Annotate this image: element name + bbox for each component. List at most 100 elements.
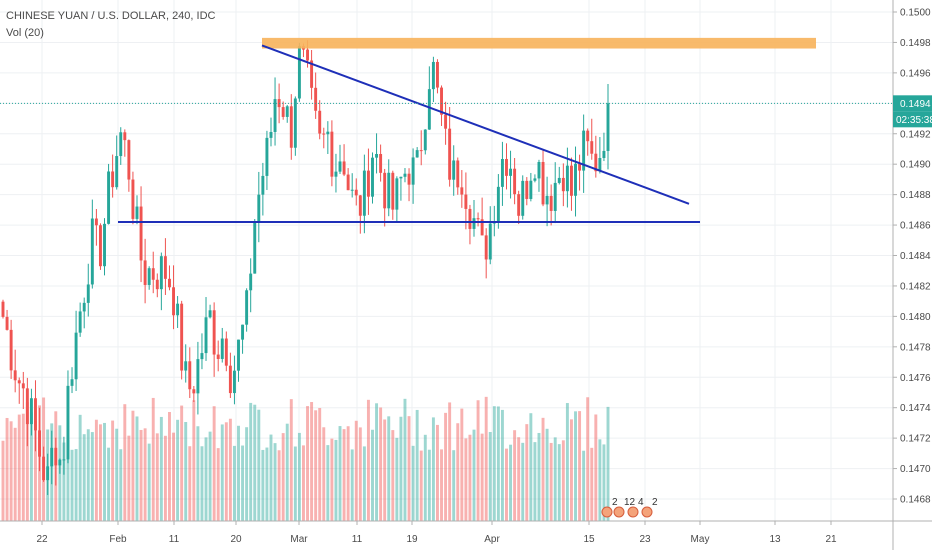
candle-body (375, 154, 379, 158)
volume-bar (285, 423, 289, 521)
candle-body (245, 290, 249, 325)
candle-body (38, 430, 42, 457)
volume-bar (184, 422, 188, 521)
volume-bar (212, 406, 216, 521)
volume-bar (594, 414, 598, 521)
x-tick-label: May (691, 534, 710, 545)
y-tick-label: 0.1488 (900, 190, 931, 201)
x-tick-label: 11 (169, 534, 180, 545)
candle-body (431, 61, 435, 90)
volume-bar (86, 429, 90, 521)
candle-body (46, 466, 50, 481)
candle-body (537, 161, 541, 179)
candle-body (50, 447, 54, 467)
economic-event-icon (641, 506, 653, 518)
candle-body (13, 370, 17, 381)
candle-body (54, 447, 58, 466)
volume-bar (1, 440, 5, 521)
volume-bar (119, 449, 123, 521)
y-tick-label: 0.1486 (900, 221, 931, 232)
candle-body (464, 194, 468, 209)
candle-body (436, 61, 439, 88)
candle-body (159, 256, 163, 290)
candle-body (590, 141, 594, 154)
candlesticks (1, 40, 610, 496)
volume-bar (306, 406, 309, 521)
candle-body (224, 338, 228, 366)
candle-body (500, 158, 504, 187)
volume-bar (464, 438, 468, 521)
candle-body (533, 178, 537, 181)
volume-bar (350, 449, 354, 521)
volume-bar (216, 448, 220, 521)
candle-body (74, 332, 78, 380)
volume-bar (245, 427, 249, 521)
candle-body (29, 398, 33, 425)
y-tick-label: 0.1476 (900, 373, 931, 384)
candle-body (362, 170, 366, 216)
volume-bar (9, 421, 13, 521)
y-tick-label: 0.1498 (900, 38, 931, 49)
candle-body (289, 106, 293, 148)
volume-bar (379, 407, 383, 521)
volume-bar (561, 440, 565, 521)
candle-body (387, 172, 391, 209)
candle-body (86, 284, 90, 303)
y-tick-label: 0.1482 (900, 281, 931, 292)
volume-bar (375, 403, 379, 521)
volume-bar (460, 408, 464, 521)
x-tick-label: 22 (36, 534, 48, 545)
y-tick-label: 0.1470 (900, 464, 931, 475)
candle-body (505, 158, 508, 176)
candle-body (407, 173, 411, 185)
candle-body (350, 189, 354, 191)
volume-bar (427, 449, 431, 521)
volume-bar (334, 439, 338, 521)
candle-body (330, 131, 334, 177)
volume-bar (456, 423, 460, 521)
volume-bar (574, 411, 577, 521)
candle-body (334, 171, 338, 177)
candle-body (525, 180, 529, 199)
volume-bar (277, 450, 281, 521)
volume-bar (586, 397, 590, 521)
volume-bar (606, 406, 610, 521)
y-tick-label: 0.1484 (900, 251, 931, 262)
volume-bar (208, 431, 212, 521)
candle-body (496, 186, 500, 222)
volume-bar (314, 410, 318, 521)
volume-bar (521, 442, 525, 521)
candle-body (366, 170, 370, 197)
volume-bar (253, 404, 257, 521)
candle-body (338, 161, 342, 172)
candle-body (293, 98, 297, 148)
volume-bar (387, 416, 391, 521)
y-tick-label: 0.1472 (900, 434, 931, 445)
volume-bar (62, 442, 66, 521)
y-tick-label: 0.1500 (900, 8, 931, 19)
volume-bar (476, 400, 480, 521)
volume-bar (232, 445, 236, 521)
volume-bar (513, 430, 517, 521)
volume-bar (330, 438, 334, 521)
volume-bar (151, 397, 155, 521)
volume-bar (17, 414, 21, 521)
candle-body (196, 359, 200, 394)
volume-bar (265, 447, 269, 521)
x-tick-label: 21 (825, 534, 837, 545)
volume-bar (94, 419, 98, 521)
volume-bar (557, 444, 561, 521)
volume-bar (29, 412, 33, 521)
candle-body (78, 311, 82, 333)
candle-body (310, 60, 314, 88)
volume-bar (537, 432, 541, 521)
volume-bar (541, 417, 545, 521)
volume-bar (172, 432, 175, 521)
candle-body (326, 131, 330, 135)
volume-bar (492, 406, 496, 521)
economic-event-icon (613, 506, 625, 518)
candle-body (151, 268, 155, 280)
candle-body (541, 161, 545, 205)
volume-bar (241, 445, 245, 521)
